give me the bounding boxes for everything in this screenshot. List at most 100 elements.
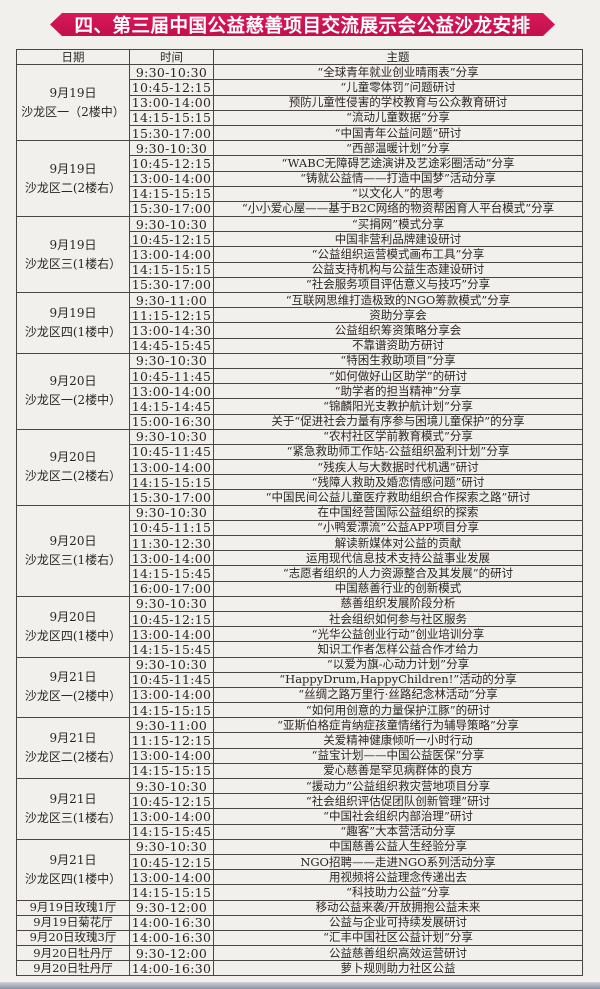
table-row: 9月19日 沙龙区二(2楼右） 9:30-10:30 “西部温暖计划”分享	[16, 140, 583, 218]
table-row: 13:00-14:00 “公益组织运营模式画布工具”分享	[17, 246, 583, 263]
session-topic: “援动力”公益组织救灾营地项目分享	[213, 777, 583, 795]
session-venue: 沙龙区一(2楼中）	[24, 689, 122, 704]
session-time: 10:45-11:45	[129, 367, 214, 385]
session-topic: “买捐网”模式分享	[213, 216, 583, 233]
session-time: 9:30-10:30	[129, 428, 214, 445]
session-topic: “社会服务项目评估意义与技巧”分享	[213, 276, 583, 294]
session-topic: “铸就公益情——打造中国梦”活动分享	[213, 170, 583, 187]
session-time: 10:45-12:15	[129, 155, 214, 172]
session-topic: “趣客”大本营活动分享	[213, 823, 583, 840]
session-topic: 中国慈善公益人生经验分享	[213, 838, 583, 855]
date-venue-cell: 9月21日 沙龙区四(1楼中）	[16, 838, 130, 901]
session-topic: “小鸭爱漂流”公益APP项目分享	[213, 519, 583, 537]
session-venue: 沙龙区二(2楼右）	[24, 469, 122, 484]
header-time: 时间	[129, 48, 214, 66]
session-topic: “益宝计划——中国公益医保”分享	[213, 747, 583, 764]
session-venue: 沙龙区三(1楼右）	[24, 552, 122, 567]
session-time: 14:15-15:45	[129, 565, 214, 582]
session-topic: 关于“促进社会力量有序参与困境儿童保护”的分享	[213, 413, 583, 430]
session-venue: 9月20日玫瑰3厅	[16, 929, 130, 947]
session-time: 10:45-12:15	[129, 793, 214, 810]
session-topic: 公益慈善组织高效运营研讨	[213, 945, 583, 962]
session-time: 10:45-12:15	[129, 853, 214, 871]
session-time: 14:15-15:15	[129, 185, 214, 202]
date-venue-cell: 9月21日 沙龙区一(2楼中）	[16, 656, 130, 719]
table-row: 10:45-11:15 “小鸭爱漂流”公益APP项目分享	[17, 519, 583, 537]
session-topic: “亚斯伯格症肯纳症孩童情绪行为辅导策略”分享	[213, 717, 583, 734]
table-header-row: 日期 时间 主题	[16, 48, 583, 66]
session-topic: 社会组织如何参与社区服务	[213, 610, 583, 628]
table-row: 9月19日玫瑰1厅 9:30-12:00 移动公益来袭/开放拥抱公益未来	[16, 899, 583, 916]
session-date: 9月20日	[49, 609, 97, 624]
session-topic: 解读新媒体对公益的贡献	[213, 534, 583, 552]
session-topic: “以爱为旗-心动力计划”分享	[213, 656, 583, 673]
table-row: 14:15-15:15 “流动儿童数据”分享	[17, 109, 583, 126]
session-time: 13:00-14:00	[129, 383, 214, 400]
table-row: 14:15-14:45 “锦麟阳光支教护航计划”分享	[17, 398, 583, 415]
session-topic: “WABC无障碍艺途演讲及艺途彩圈活动”分享	[213, 155, 583, 172]
date-venue-cell: 9月20日 沙龙区四(1楼中）	[16, 595, 130, 658]
session-time: 13:00-14:00	[129, 459, 214, 476]
table-row: 9月20日牡丹厅 9:30-12:00 公益慈善组织高效运营研讨	[16, 945, 583, 962]
session-time: 14:15-15:15	[129, 474, 214, 491]
page-title: 四、第三届中国公益慈善项目交流展示会公益沙龙安排	[74, 15, 531, 37]
table-row: 10:45-11:45 “紧急救助师工作站-公益组织盈利计划”分享	[17, 443, 583, 461]
session-time: 14:15-15:15	[129, 762, 214, 780]
table-row: 9月21日 沙龙区二(2楼右） 9:30-11:00 “亚斯伯格症肯纳症孩童情绪行为辅…	[16, 717, 583, 779]
session-time: 10:45-11:15	[129, 519, 214, 537]
table-row: 9月21日 沙龙区三(1楼右） 9:30-10:30 “援动力”公益组织救灾营地项目分…	[16, 777, 583, 840]
session-date: 9月20日	[49, 533, 97, 548]
session-topic: “全球青年就业创业晴雨表”分享	[213, 64, 583, 81]
session-time: 11:30-12:30	[129, 534, 214, 552]
session-date: 9月19日	[49, 161, 97, 176]
table-row: 13:00-14:00 “助学者的担当精神”分享	[17, 383, 583, 400]
session-topic: “流动儿童数据”分享	[213, 109, 583, 126]
table-row: 10:45-12:15 中国非营利品牌建设研讨	[17, 231, 583, 248]
session-topic: “儿童零体罚”问题研讨	[213, 79, 583, 96]
session-time: 14:00-16:30	[129, 929, 214, 947]
session-time: 13:00-14:00	[129, 869, 214, 886]
table-row: 14:15-15:45 知识工作者怎样公益合作才给力	[17, 641, 583, 658]
session-time: 14:15-14:45	[129, 398, 214, 415]
table-row: 10:45-11:45 “HappyDrum,HappyChildren!”活动的…	[17, 671, 583, 688]
table-row: 14:15-15:15 爱心慈善是罕见病群体的良方	[17, 762, 583, 780]
session-topic: “以文化人”的思考	[213, 185, 583, 202]
session-topic: “光华公益创业行动”创业培训分享	[213, 626, 583, 643]
table-row: 9月19日 沙龙区三(1楼右） 9:30-10:30 “买捐网”模式分享	[16, 216, 583, 293]
table-row: 10:45-12:15 NGO招聘——走进NGO系列活动分享	[17, 853, 583, 871]
session-topic: 运用现代信息技术支持公益事业发展	[213, 550, 583, 567]
session-topic: 移动公益来袭/开放拥抱公益未来	[213, 899, 583, 916]
session-time: 15:30-17:00	[129, 276, 214, 294]
session-time: 9:30-11:00	[129, 717, 214, 734]
session-date: 9月21日	[49, 852, 97, 867]
table-row: 9月20日玫瑰3厅 14:00-16:30 “汇丰中国社区公益计划”分享	[16, 929, 583, 947]
session-time: 10:45-12:15	[129, 79, 214, 96]
session-time: 9:30-10:30	[129, 352, 214, 369]
session-venue: 沙龙区二(2楼右）	[24, 180, 122, 195]
session-topic: “中国社会组织内部治理”研讨	[213, 808, 583, 825]
session-time: 15:30-17:00	[129, 124, 214, 142]
session-topic: 慈善组织发展阶段分析	[213, 595, 583, 612]
session-venue: 沙龙区一（2楼中）	[21, 104, 125, 119]
session-topic: 爱心慈善是罕见病群体的良方	[213, 762, 583, 780]
session-time: 15:00-16:30	[129, 413, 214, 430]
session-time: 10:45-11:45	[129, 671, 214, 688]
session-date: 9月19日	[49, 85, 97, 100]
table-row: 15:30-17:00 “中国民间公益儿童医疗救助组织合作探索之路”研讨	[17, 489, 583, 506]
table-row: 13:00-14:00 预防儿童性侵害的学校教育与公众教育研讨	[17, 94, 583, 111]
session-time: 14:15-15:15	[129, 884, 214, 901]
session-topic: 中国慈善行业的创新模式	[213, 580, 583, 597]
session-time: 9:30-10:30	[129, 140, 214, 157]
date-venue-cell: 9月20日 沙龙区一(2楼中）	[16, 352, 130, 430]
session-topic: “特困生救助项目”分享	[213, 352, 583, 369]
session-topic: “中国青年公益问题”研讨	[213, 124, 583, 142]
session-venue: 沙龙区一(2楼中）	[24, 393, 122, 408]
table-row: 13:00-14:00 用视频将公益理念传递出去	[17, 869, 583, 886]
table-row: 15:30-17:00 “小小爱心屋——基于B2C网络的物资帮困育人平台模式”分享	[17, 200, 583, 218]
session-time: 10:45-12:15	[129, 231, 214, 248]
session-topic: 在中国经营国际公益组织的探索	[213, 504, 583, 521]
date-venue-cell: 9月19日 沙龙区三(1楼右）	[16, 216, 130, 293]
session-date: 9月19日	[49, 237, 97, 252]
table-row: 13:00-14:00 “光华公益创业行动”创业培训分享	[17, 626, 583, 643]
session-topic: 关爱精神健康倾听一小时行动	[213, 732, 583, 749]
